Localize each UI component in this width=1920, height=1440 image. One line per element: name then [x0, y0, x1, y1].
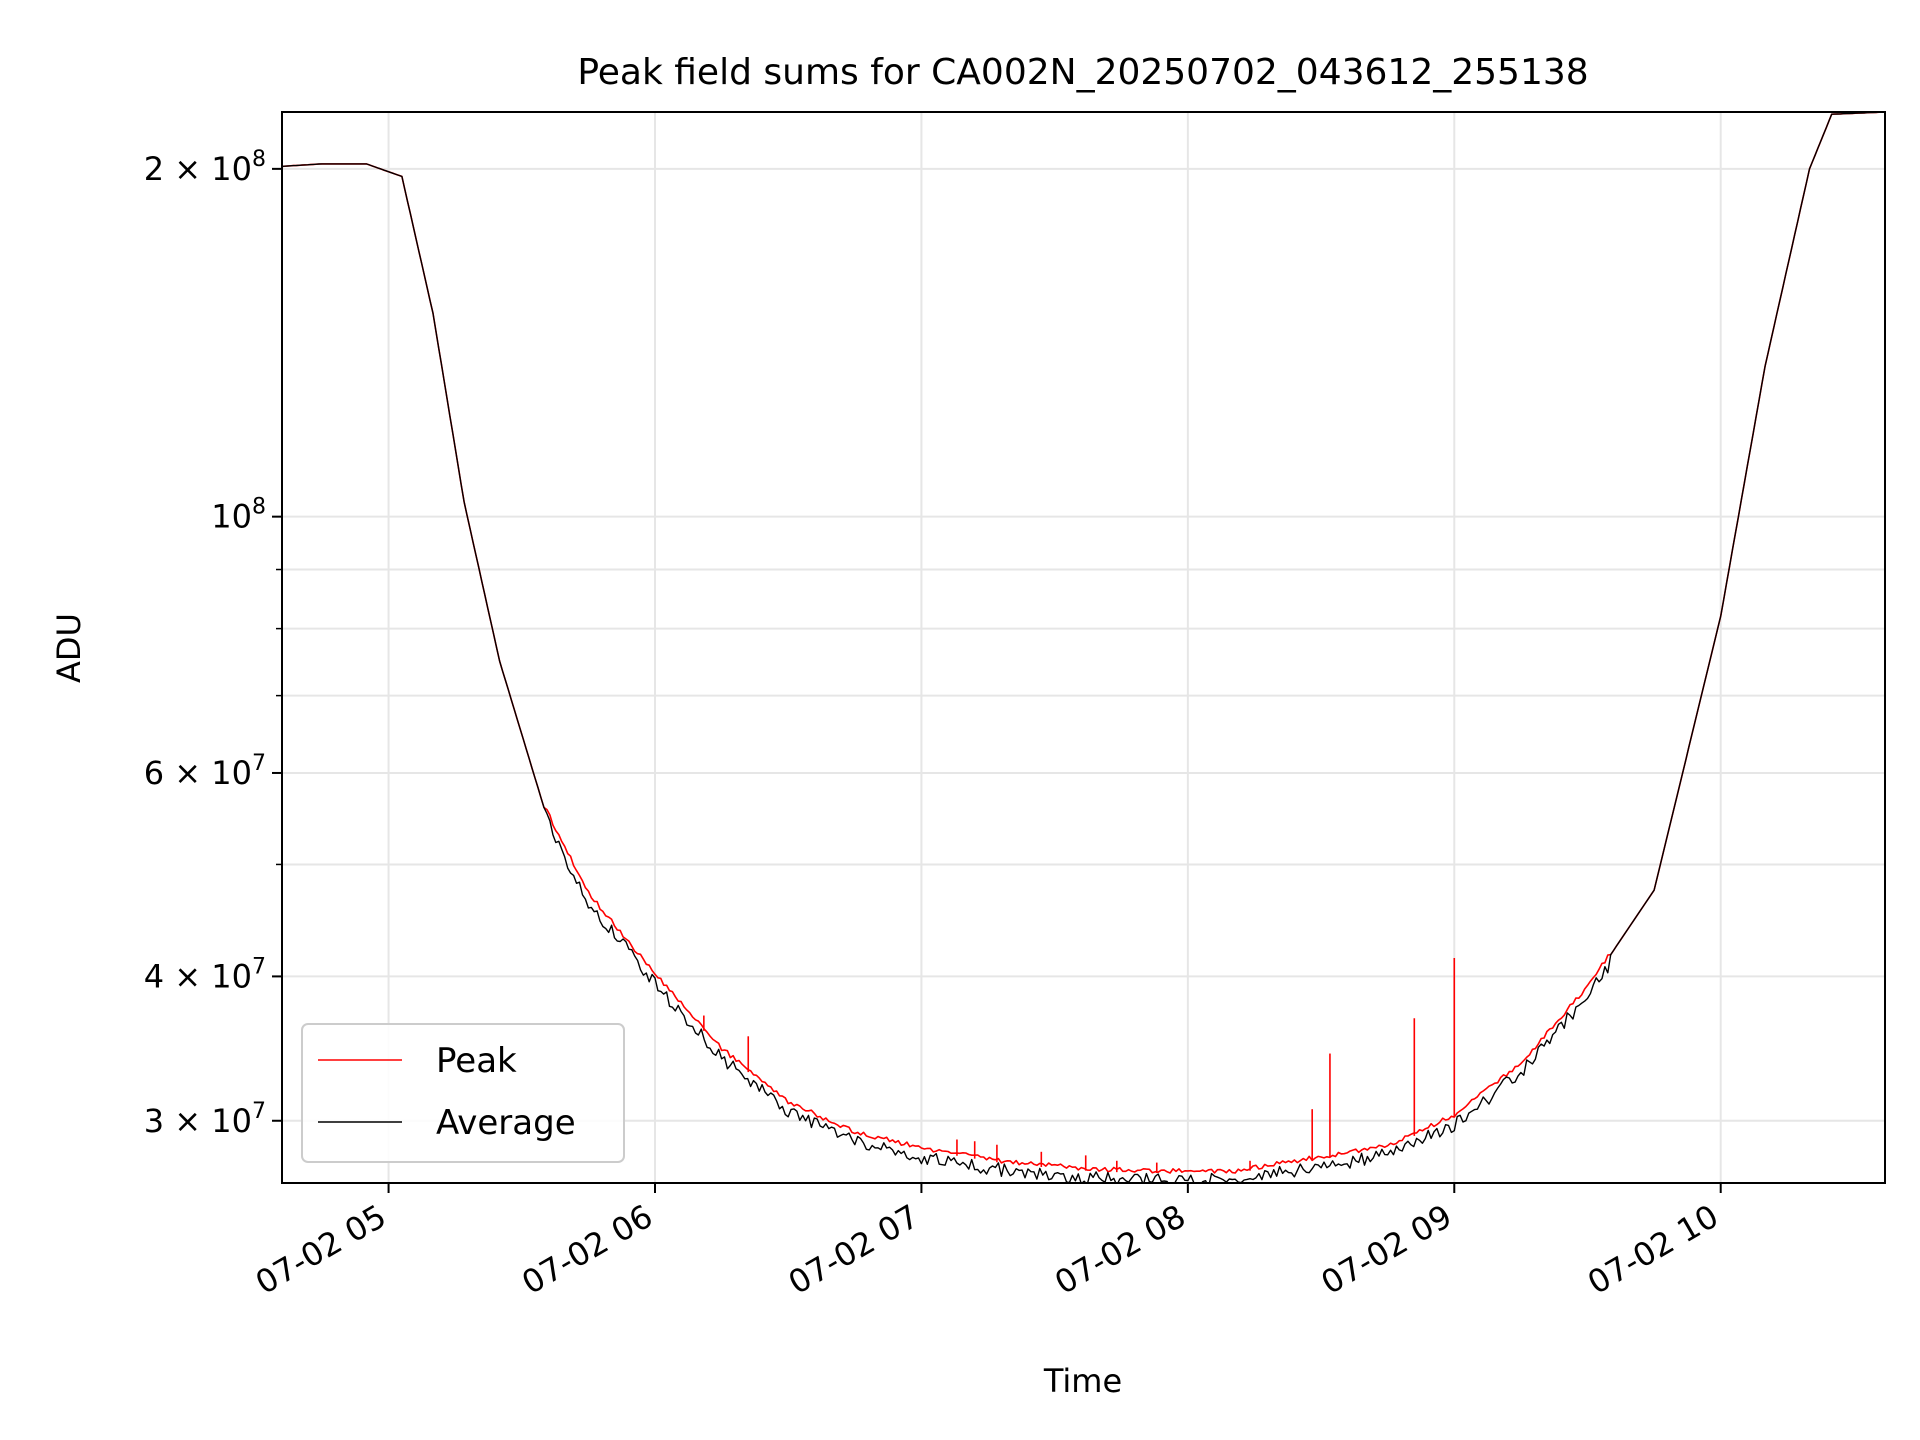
y-tick-label: 6 × 107 [144, 751, 266, 792]
y-axis: 3 × 107 4 × 107 6 × 107 108 2 × 108 [144, 147, 282, 1140]
y-tick-label: 3 × 107 [144, 1099, 266, 1140]
y-tick-label: 2 × 108 [144, 147, 266, 188]
chart-title: Peak field sums for CA002N_20250702_0436… [577, 52, 1588, 93]
legend-box [301, 1023, 625, 1163]
x-axis-label: Time [1043, 1362, 1122, 1400]
y-tick-label: 4 × 107 [144, 954, 266, 995]
legend-peak-label: Peak [436, 1041, 517, 1081]
legend: Peak Average [301, 1023, 625, 1163]
legend-average-label: Average [436, 1103, 576, 1143]
y-axis-label: ADU [50, 613, 88, 683]
plot-frame [281, 111, 1886, 1184]
y-tick-label: 108 [211, 495, 266, 536]
